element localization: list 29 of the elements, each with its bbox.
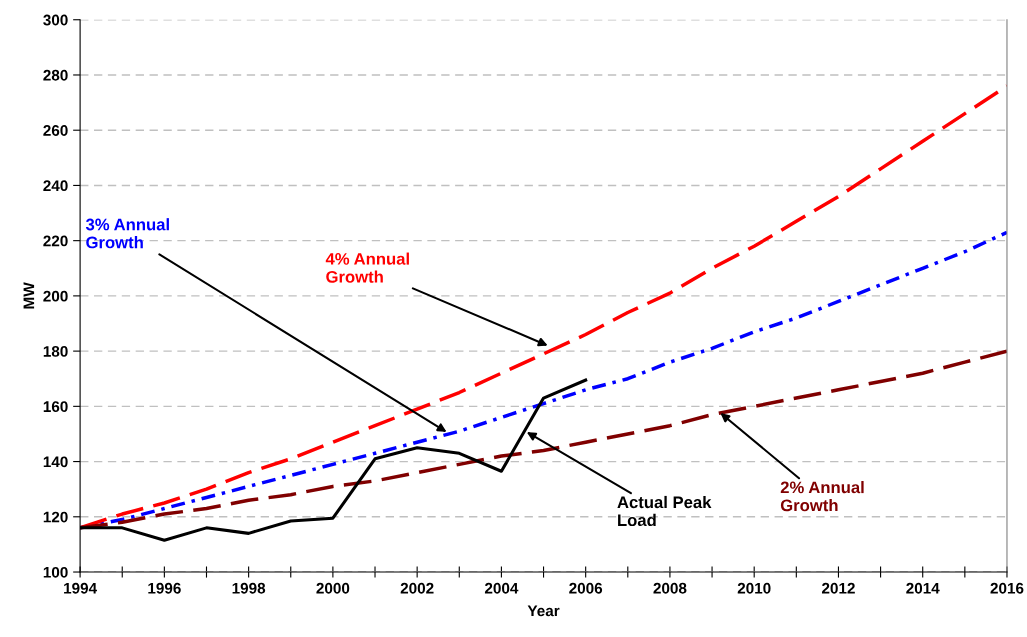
x-axis-title: Year xyxy=(527,605,560,617)
y-tick-label: 120 xyxy=(43,511,68,523)
y-tick-label: 200 xyxy=(43,290,68,302)
x-tick-label: 2004 xyxy=(484,582,519,594)
x-tick-label: 2012 xyxy=(821,582,855,594)
y-tick-label: 160 xyxy=(43,401,68,413)
y-tick-label: 280 xyxy=(43,69,68,81)
x-tick-label: 2008 xyxy=(653,582,687,594)
y-axis-title: MW xyxy=(23,282,35,309)
annotation: 2% Annual Growth xyxy=(780,481,864,512)
x-tick-label: 1994 xyxy=(64,582,98,594)
x-tick-label: 2002 xyxy=(400,582,434,594)
y-tick-label: 100 xyxy=(43,566,68,578)
y-tick-label: 180 xyxy=(43,345,68,357)
y-tick-label: 260 xyxy=(43,125,68,136)
y-tick-label: 240 xyxy=(43,180,68,192)
annotation: 4% Annual Growth xyxy=(325,252,409,283)
annotation: Actual Peak Load xyxy=(617,495,712,527)
x-tick-label: 2006 xyxy=(569,582,603,594)
y-tick-label: 220 xyxy=(43,235,68,247)
x-tick-label: 2000 xyxy=(316,582,350,594)
y-tick-label: 140 xyxy=(43,456,68,468)
x-tick-label: 1996 xyxy=(148,582,181,594)
annotation: 3% Annual Growth xyxy=(85,218,169,249)
y-tick-label: 300 xyxy=(43,14,68,26)
x-tick-label: 2014 xyxy=(906,582,940,594)
x-tick-label: 2016 xyxy=(990,582,1024,594)
x-tick-label: 2010 xyxy=(737,582,771,594)
x-tick-label: 1998 xyxy=(232,582,266,594)
